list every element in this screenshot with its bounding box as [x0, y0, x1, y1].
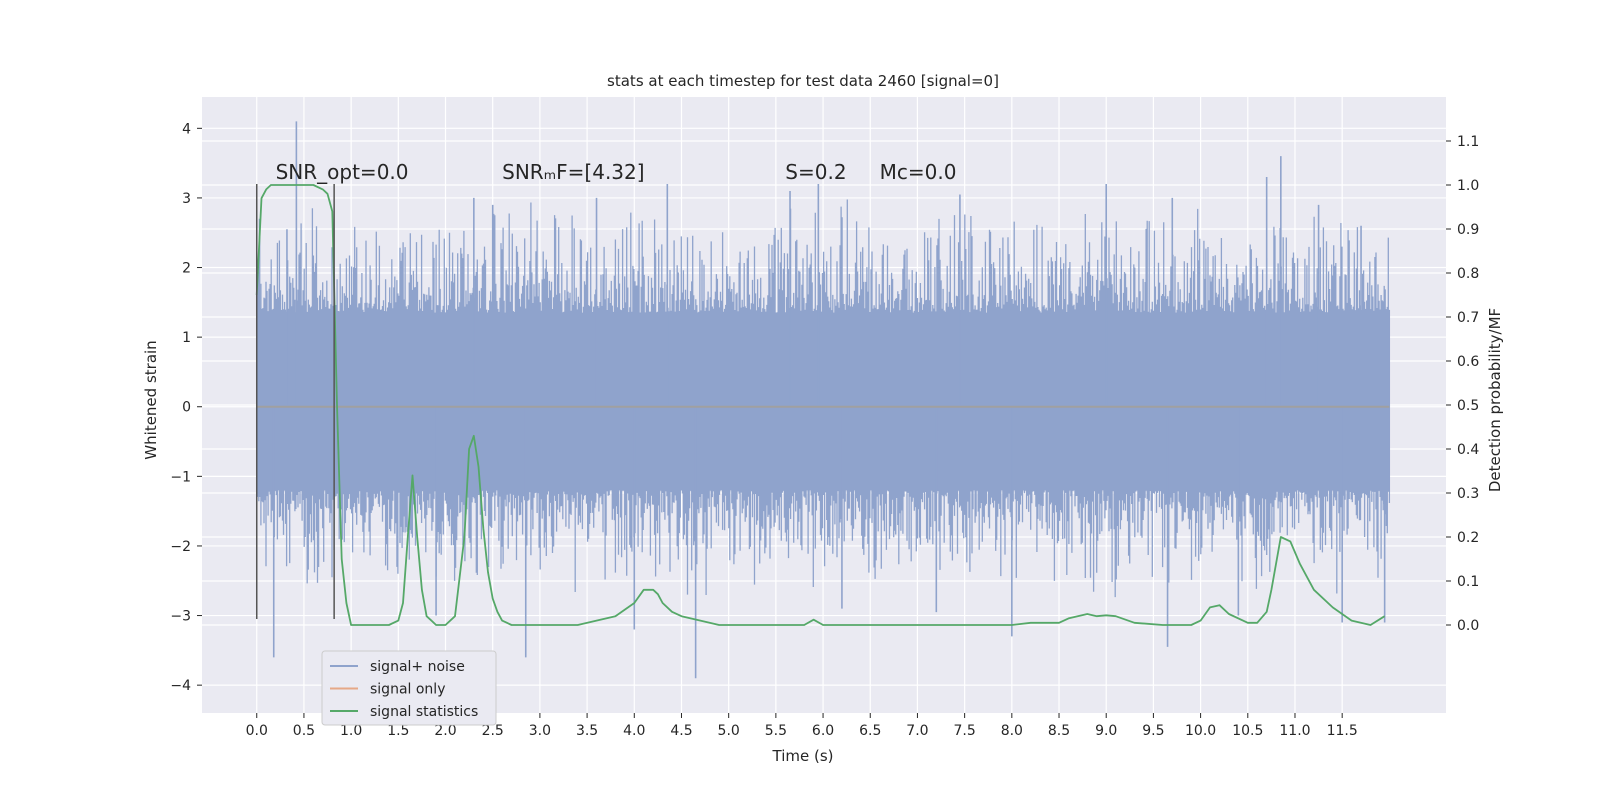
- legend-label: signal+ noise: [370, 659, 465, 675]
- y-left-axis-title: Whitened strain: [142, 340, 160, 459]
- y-right-tick-label: 0.2: [1457, 530, 1479, 546]
- signal-statistics-line: [255, 184, 1386, 626]
- noise-core-band: [256, 312, 1390, 491]
- y-right-tick-label: 0.4: [1457, 442, 1479, 458]
- y-left-tick-label: 2: [182, 261, 191, 277]
- x-tick-label: 5.0: [718, 723, 740, 739]
- x-tick-label: 11.0: [1279, 723, 1310, 739]
- y-right-tick-label: 1.1: [1457, 134, 1479, 150]
- x-tick-label: 8.0: [1001, 723, 1023, 739]
- vertical-markers: [255, 184, 335, 620]
- x-tick-label: 10.5: [1232, 723, 1263, 739]
- annotation-text: S=0.2: [785, 160, 846, 184]
- x-tick-label: 6.0: [812, 723, 834, 739]
- x-tick-label: 7.0: [906, 723, 928, 739]
- annotation-text: SNRₘF=[4.32]: [502, 160, 644, 184]
- y-left-tick-label: 0: [182, 400, 191, 416]
- y-right-tick-label: 0.8: [1457, 266, 1479, 282]
- legend-box: [321, 650, 497, 726]
- x-tick-label: 4.0: [623, 723, 645, 739]
- y-right-tick-label: 0.1: [1457, 574, 1479, 590]
- y-left-tick-label: 3: [182, 191, 191, 207]
- y-right-tick-label: 0.5: [1457, 398, 1479, 414]
- x-tick-label: 0.5: [293, 723, 315, 739]
- x-tick-label: 1.0: [340, 723, 362, 739]
- x-tick-label: 3.5: [576, 723, 598, 739]
- chart-title: stats at each timestep for test data 246…: [607, 72, 999, 90]
- y-right-tick-label: 0.3: [1457, 486, 1479, 502]
- y-right-tick-label: 1.0: [1457, 178, 1479, 194]
- y-left-tick-label: 1: [182, 330, 191, 346]
- annotations: SNR_opt=0.0 SNRₘF=[4.32] S=0.2 Mᴄ=0.0: [276, 160, 957, 184]
- x-axis-title: Time (s): [772, 747, 834, 765]
- y-right-tick-label: 0.7: [1457, 310, 1479, 326]
- x-tick-label: 9.0: [1095, 723, 1117, 739]
- y-right-axis-ticks: 1.1 1.0 0.9 0.8 0.7 0.6 0.5 0.4 0.3 0.2 0.1 0.0: [1446, 134, 1479, 634]
- x-tick-label: 6.5: [859, 723, 881, 739]
- annotation-text: SNR_opt=0.0: [276, 160, 409, 184]
- x-tick-label: 5.5: [765, 723, 787, 739]
- x-tick-label: 11.5: [1327, 723, 1358, 739]
- y-left-tick-label: −4: [170, 678, 191, 694]
- x-tick-label: 2.0: [434, 723, 456, 739]
- y-left-tick-label: −3: [170, 609, 191, 625]
- y-left-tick-label: −2: [170, 539, 191, 555]
- legend: signal+ noise signal only signal statistic…: [321, 650, 497, 726]
- legend-label: signal only: [370, 682, 445, 698]
- x-tick-label: 0.0: [246, 723, 268, 739]
- y-left-tick-label: −1: [170, 469, 191, 485]
- line-series: [255, 184, 1390, 626]
- x-axis-ticks: 0.0 0.5 1.0 1.5 2.0 2.5 3.0 3.5 4.0 4.5 5.0 5.5 6.0 6…: [246, 713, 1358, 739]
- y-right-tick-label: 0.9: [1457, 222, 1479, 238]
- x-tick-label: 4.5: [670, 723, 692, 739]
- y-left-tick-label: 4: [182, 121, 191, 137]
- x-tick-label: 7.5: [954, 723, 976, 739]
- x-tick-label: 10.0: [1185, 723, 1216, 739]
- signal-noise-series: [256, 121, 1391, 679]
- annotation-text: Mᴄ=0.0: [880, 160, 957, 184]
- y-right-tick-label: 0.0: [1457, 618, 1479, 634]
- x-tick-label: 9.5: [1142, 723, 1164, 739]
- x-tick-label: 2.5: [482, 723, 504, 739]
- x-tick-label: 3.0: [529, 723, 551, 739]
- legend-label: signal statistics: [370, 704, 478, 720]
- y-right-tick-label: 0.6: [1457, 354, 1479, 370]
- y-left-axis-ticks: 4 3 2 1 0 −1 −2 −3 −4: [170, 121, 202, 694]
- x-tick-label: 1.5: [387, 723, 409, 739]
- y-right-axis-title: Detection probability/MF: [1486, 308, 1504, 492]
- x-tick-label: 8.5: [1048, 723, 1070, 739]
